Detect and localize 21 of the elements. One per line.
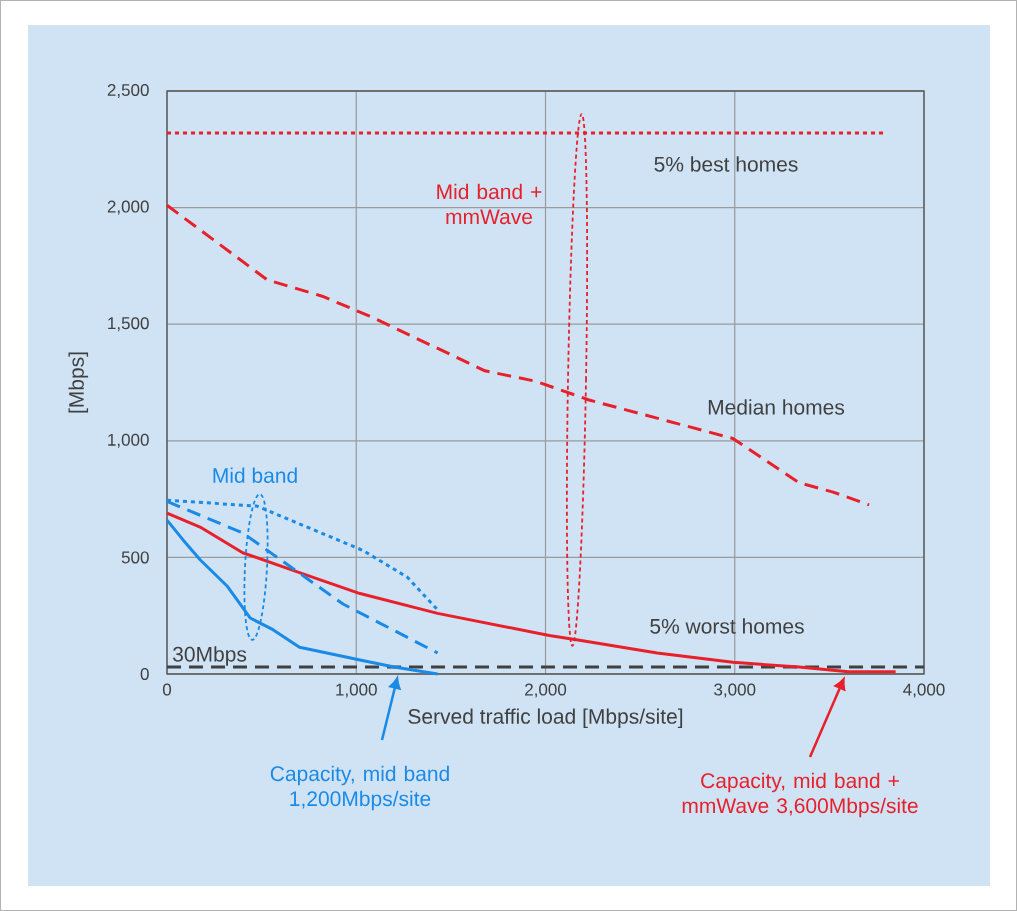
ref-line-label: 30Mbps <box>173 646 247 666</box>
y-axis-title: [Mbps] <box>68 352 89 413</box>
annotation: 5% worst homes <box>650 618 804 634</box>
x-tick-label: 3,000 <box>714 683 756 698</box>
y-tick-label: 2,000 <box>107 200 149 215</box>
y-tick-label: 500 <box>121 551 149 564</box>
y-tick-label: 2,500 <box>107 83 149 99</box>
y-tick-label: 0 <box>140 667 149 681</box>
text: Capacity, mid band 1,200Mbps/site <box>270 765 449 811</box>
x-tick-label: 1,000 <box>336 683 377 698</box>
text: Mid band + mmWave <box>437 183 542 225</box>
text: Capacity, mid band + mmWave 3,600Mbps/site <box>682 772 918 818</box>
series-label: Mid band <box>213 467 297 483</box>
x-tick-label: 2,000 <box>525 683 567 698</box>
annotation: 5% best homes <box>654 156 798 172</box>
y-tick-label: 1,000 <box>108 433 149 448</box>
y-tick-label: 1,500 <box>108 317 149 332</box>
annotation: Median homes <box>708 399 845 415</box>
x-tick-label: 4,000 <box>903 683 945 698</box>
x-axis-title: Served traffic load [Mbps/site] <box>408 708 683 729</box>
x-tick-label: 0 <box>162 683 172 696</box>
